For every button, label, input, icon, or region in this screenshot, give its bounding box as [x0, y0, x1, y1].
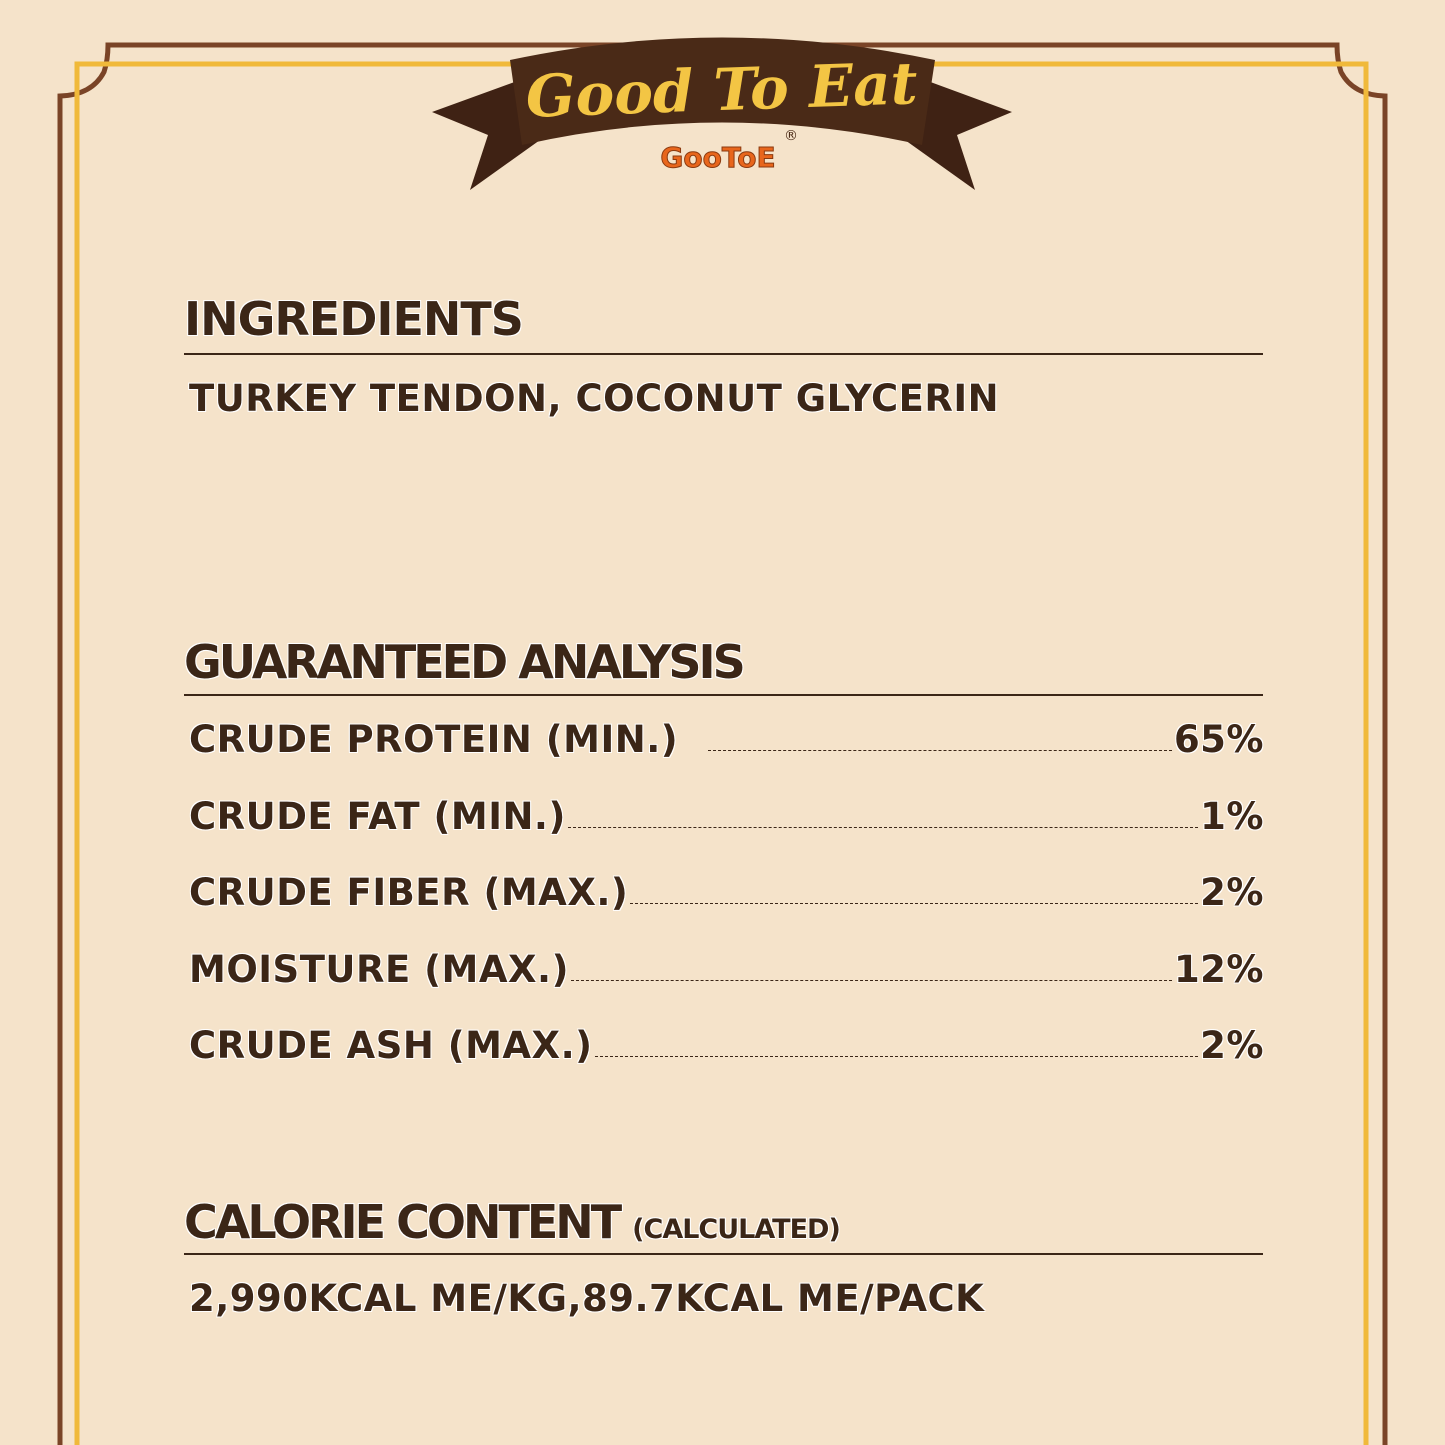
divider — [184, 1253, 1263, 1255]
dotted-leader — [567, 827, 1199, 828]
analysis-value: 2% — [1200, 1024, 1264, 1067]
analysis-row: MOISTURE (MAX.) 12% — [189, 948, 1264, 991]
analysis-value: 12% — [1173, 948, 1264, 991]
divider — [184, 694, 1263, 696]
analysis-row: CRUDE ASH (MAX.) 2% — [189, 1024, 1264, 1067]
analysis-label: CRUDE FIBER (MAX.) — [189, 871, 629, 914]
svg-text:Good To Eat: Good To Eat — [525, 49, 919, 131]
analysis-row: CRUDE PROTEIN (MIN.) 65% — [189, 718, 1264, 761]
svg-text:GooToE: GooToE — [660, 141, 775, 174]
analysis-heading: GUARANTEED ANALYSIS — [184, 635, 746, 689]
analysis-row: CRUDE FIBER (MAX.) 2% — [189, 871, 1264, 914]
ingredients-heading: INGREDIENTS — [184, 292, 524, 346]
analysis-value: 2% — [1200, 871, 1264, 914]
dotted-leader — [630, 903, 1199, 904]
ribbon-banner: Good To Eat GooToE ® — [432, 37, 1012, 190]
calorie-qualifier: (CALCULATED) — [632, 1214, 841, 1245]
calorie-heading-title: CALORIE CONTENT — [184, 1195, 622, 1249]
ingredients-text: TURKEY TENDON, COCONUT GLYCERIN — [189, 377, 1000, 420]
analysis-value: 65% — [1173, 718, 1264, 761]
calorie-text: 2,990KCAL ME/KG,89.7KCAL ME/PACK — [189, 1277, 985, 1320]
dotted-leader — [708, 750, 1172, 751]
analysis-label: CRUDE ASH (MAX.) — [189, 1024, 593, 1067]
svg-text:®: ® — [784, 128, 798, 144]
calorie-heading: CALORIE CONTENT (CALCULATED) — [184, 1195, 841, 1249]
dotted-leader — [570, 980, 1172, 981]
analysis-label: MOISTURE (MAX.) — [189, 948, 569, 991]
divider — [184, 353, 1263, 355]
analysis-label: CRUDE PROTEIN (MIN.) — [189, 718, 679, 761]
dotted-leader — [594, 1056, 1199, 1057]
analysis-label: CRUDE FAT (MIN.) — [189, 795, 566, 838]
analysis-value: 1% — [1200, 795, 1264, 838]
analysis-row: CRUDE FAT (MIN.) 1% — [189, 795, 1264, 838]
